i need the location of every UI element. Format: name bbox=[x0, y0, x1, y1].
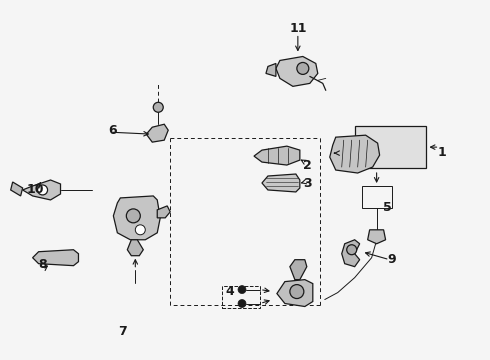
Polygon shape bbox=[127, 240, 143, 256]
Text: 9: 9 bbox=[387, 253, 396, 266]
Circle shape bbox=[153, 102, 163, 112]
Text: 7: 7 bbox=[118, 325, 127, 338]
Polygon shape bbox=[11, 182, 23, 196]
Circle shape bbox=[297, 62, 309, 75]
Polygon shape bbox=[147, 124, 168, 142]
Text: 1: 1 bbox=[437, 145, 446, 159]
Polygon shape bbox=[254, 146, 300, 165]
Text: 2: 2 bbox=[303, 158, 312, 172]
Circle shape bbox=[135, 225, 145, 235]
Polygon shape bbox=[266, 63, 276, 76]
Circle shape bbox=[126, 209, 140, 223]
Bar bbox=[362, 186, 392, 208]
Text: 6: 6 bbox=[108, 124, 117, 137]
Text: 10: 10 bbox=[27, 184, 45, 197]
Text: 5: 5 bbox=[383, 201, 392, 215]
Polygon shape bbox=[23, 180, 61, 200]
Bar bbox=[222, 285, 260, 307]
Text: 11: 11 bbox=[289, 22, 307, 35]
Text: 3: 3 bbox=[303, 177, 312, 190]
Circle shape bbox=[356, 142, 366, 152]
Circle shape bbox=[238, 285, 246, 293]
Bar bbox=[355, 126, 426, 168]
Polygon shape bbox=[277, 280, 313, 306]
Polygon shape bbox=[33, 250, 78, 266]
Circle shape bbox=[38, 185, 48, 195]
Circle shape bbox=[347, 245, 357, 255]
Polygon shape bbox=[368, 230, 386, 244]
Circle shape bbox=[238, 300, 246, 307]
Polygon shape bbox=[276, 57, 318, 86]
Polygon shape bbox=[262, 174, 300, 192]
Circle shape bbox=[290, 285, 304, 298]
Text: 8: 8 bbox=[38, 258, 47, 271]
Polygon shape bbox=[342, 240, 360, 267]
Polygon shape bbox=[330, 135, 380, 173]
Polygon shape bbox=[113, 196, 160, 240]
Polygon shape bbox=[157, 206, 170, 218]
Polygon shape bbox=[290, 260, 307, 280]
Text: 4: 4 bbox=[226, 285, 234, 298]
